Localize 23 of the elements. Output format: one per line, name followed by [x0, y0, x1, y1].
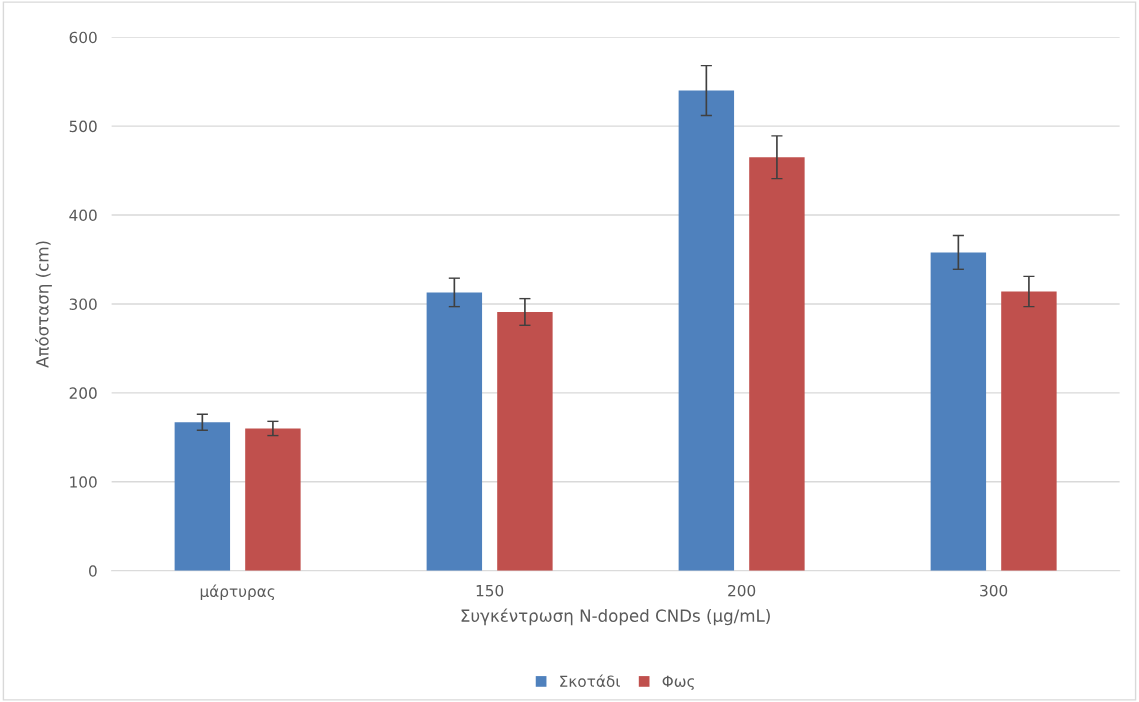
bar — [426, 292, 483, 571]
x-tick-label: 200 — [728, 584, 756, 597]
bar — [497, 311, 553, 571]
bar — [245, 428, 301, 571]
y-tick-label: 100 — [70, 476, 97, 488]
y-tick-label: 200 — [69, 387, 97, 399]
x-tick-label: μάρτυρας — [200, 584, 275, 601]
x-tick-label: 300 — [980, 584, 1008, 597]
bar — [1001, 291, 1057, 571]
bar — [174, 422, 231, 571]
x-tick-label: 150 — [476, 584, 504, 597]
legend-label: Φως — [662, 675, 694, 690]
x-axis-title: Συγκέντρωση N-doped CNDs (μg/mL) — [461, 608, 770, 626]
bar — [678, 90, 735, 571]
y-axis-title: Απόσταση (cm) — [35, 241, 52, 368]
bar — [930, 252, 987, 571]
y-tick-label: 300 — [69, 298, 97, 310]
y-tick-label: 400 — [69, 209, 97, 222]
bar — [749, 157, 805, 571]
y-tick-label: 600 — [69, 31, 97, 44]
y-tick-label: 500 — [69, 120, 97, 133]
y-tick-label: 0 — [89, 565, 97, 577]
legend-label: Σκοτάδι — [560, 674, 620, 687]
